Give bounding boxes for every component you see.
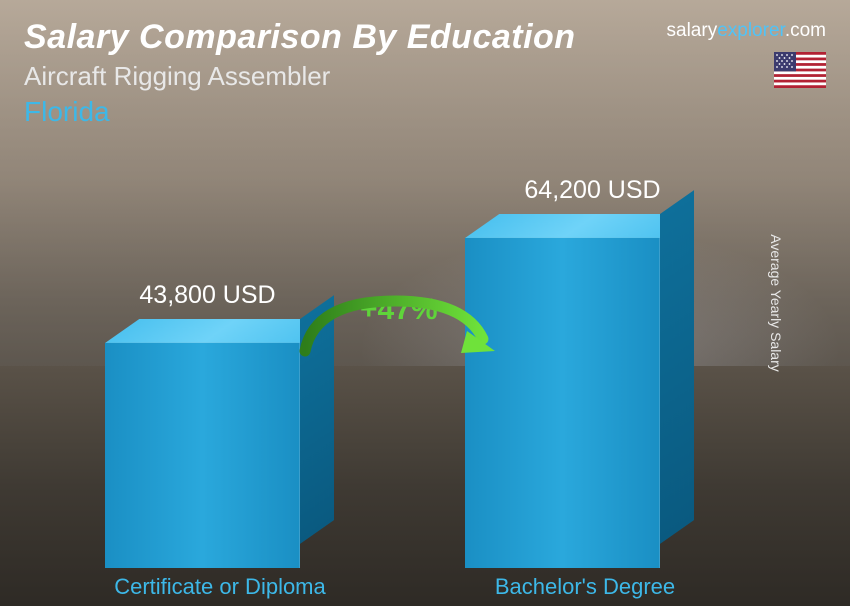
chart-area: +47% 43,800 USD 64,200 USD Certificate o… xyxy=(0,146,850,606)
brand-logo: salaryexplorer.com xyxy=(667,20,826,42)
bar-bachelor: 64,200 USD xyxy=(465,238,660,568)
bar-certificate: 43,800 USD xyxy=(105,343,300,568)
page-subtitle: Aircraft Rigging Assembler xyxy=(24,61,826,92)
page-location: Florida xyxy=(24,96,826,128)
increase-arrow-icon xyxy=(285,291,515,371)
bar-label-certificate: Certificate or Diploma xyxy=(80,574,360,600)
bar-side-face xyxy=(660,190,694,544)
bar-front-face xyxy=(465,238,660,568)
bar-3d xyxy=(465,238,660,568)
infographic-container: Salary Comparison By Education Aircraft … xyxy=(0,0,850,606)
brand-prefix: salary xyxy=(667,20,718,41)
bar-3d xyxy=(105,343,300,568)
us-flag-icon xyxy=(774,52,826,88)
bar-value-certificate: 43,800 USD xyxy=(110,281,305,310)
brand-mid: explorer xyxy=(717,20,785,41)
brand-suffix: .com xyxy=(785,20,826,41)
bar-label-bachelor: Bachelor's Degree xyxy=(465,574,705,600)
y-axis-label: Average Yearly Salary xyxy=(767,234,783,372)
bar-value-bachelor: 64,200 USD xyxy=(495,176,690,205)
bar-front-face xyxy=(105,343,300,568)
